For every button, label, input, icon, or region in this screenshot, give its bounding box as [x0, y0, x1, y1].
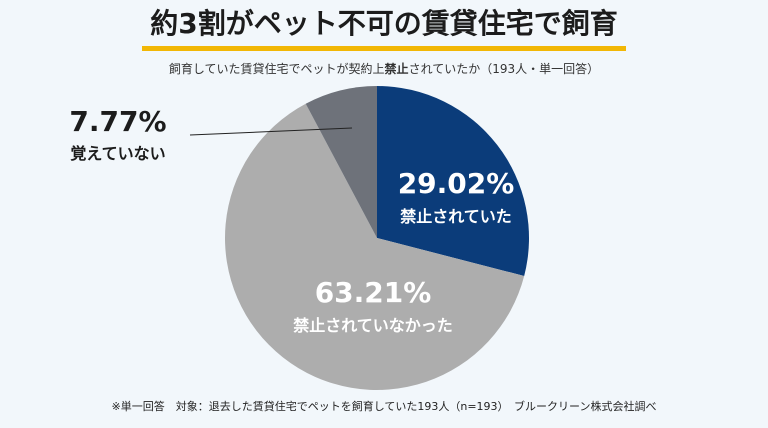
pie-slice-not-banned: [224, 103, 525, 391]
chart-title: 約3割がペット不可の賃貸住宅で飼育: [142, 4, 626, 51]
slice-label-not-banned: 禁止されていなかった: [293, 316, 453, 335]
leader-line: [189, 127, 353, 136]
slice-value-not-banned: 63.21%: [315, 276, 432, 309]
slice-label-dont-remember: 覚えていない: [70, 144, 165, 163]
subtitle-prefix: 飼育していた賃貸住宅でペットが契約上: [168, 62, 385, 76]
subtitle-suffix: されていたか（193人・単一回答）: [408, 62, 600, 76]
slice-value-dont-remember: 7.77%: [69, 105, 166, 138]
slice-value-banned: 29.02%: [398, 167, 515, 200]
pie-slice-banned: [377, 86, 529, 276]
slice-label-banned: 禁止されていた: [400, 207, 512, 226]
pie-slices: [224, 86, 529, 391]
pie-slice-dont-remember: [305, 86, 377, 238]
footnote: ※単一回答 対象：退去した賃貸住宅でペットを飼育していた193人（n=193） …: [111, 400, 657, 413]
chart-subtitle: 飼育していた賃貸住宅でペットが契約上禁止されていたか（193人・単一回答）: [0, 60, 768, 77]
subtitle-bold: 禁止: [384, 62, 409, 76]
